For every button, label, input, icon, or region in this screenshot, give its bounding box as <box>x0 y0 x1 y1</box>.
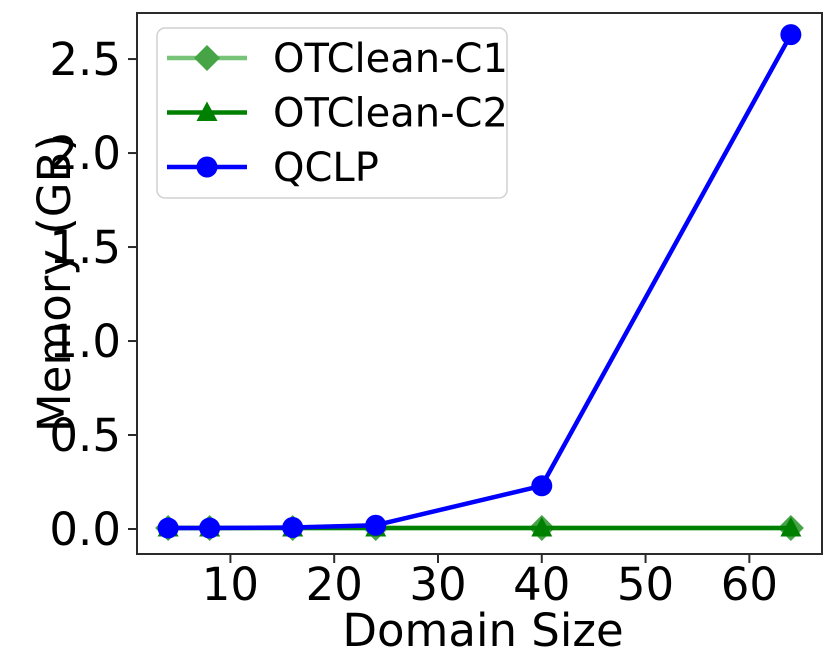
series-marker-QCLP <box>157 517 179 539</box>
plot-border <box>136 12 823 555</box>
legend-label-OTClean-C1: OTClean-C1 <box>273 36 508 82</box>
y-tick-label: 0.0 <box>49 503 121 556</box>
series-marker-QCLP <box>282 516 304 538</box>
x-tick-label: 60 <box>721 558 778 611</box>
y-tick-label: 2.0 <box>49 127 121 180</box>
y-tick-label: 0.5 <box>49 409 121 462</box>
y-tick-label: 1.0 <box>49 315 121 368</box>
legend-label-QCLP: QCLP <box>273 145 379 191</box>
x-axis-label: Domain Size <box>342 604 623 657</box>
series-marker-OTClean-C2 <box>531 517 553 537</box>
series-marker-QCLP <box>199 517 221 539</box>
y-axis-label: Memory (GB) <box>28 134 81 432</box>
series-marker-OTClean-C2 <box>780 517 802 537</box>
x-tick-label: 10 <box>202 558 259 611</box>
series-marker-QCLP <box>365 514 387 536</box>
x-tick-label: 30 <box>409 558 466 611</box>
series-marker-QCLP <box>531 475 553 497</box>
legend-marker-OTClean-C2 <box>196 101 218 121</box>
x-tick-label: 50 <box>617 558 674 611</box>
series-marker-QCLP <box>780 24 802 46</box>
legend-box <box>156 27 508 199</box>
legend-marker-OTClean-C1 <box>194 45 220 71</box>
x-tick-label: 40 <box>513 558 570 611</box>
x-tick-label: 20 <box>306 558 363 611</box>
y-tick-label: 2.5 <box>49 33 121 86</box>
legend-marker-QCLP <box>196 156 218 178</box>
plot-area: 10 20 30 40 50 60 0.0 0.5 1.0 1.5 2.0 2.5 <box>49 12 823 611</box>
y-tick-label: 1.5 <box>49 221 121 274</box>
legend-label-OTClean-C2: OTClean-C2 <box>273 91 508 137</box>
legend: OTClean-C1 OTClean-C2 QCLP <box>156 27 508 199</box>
